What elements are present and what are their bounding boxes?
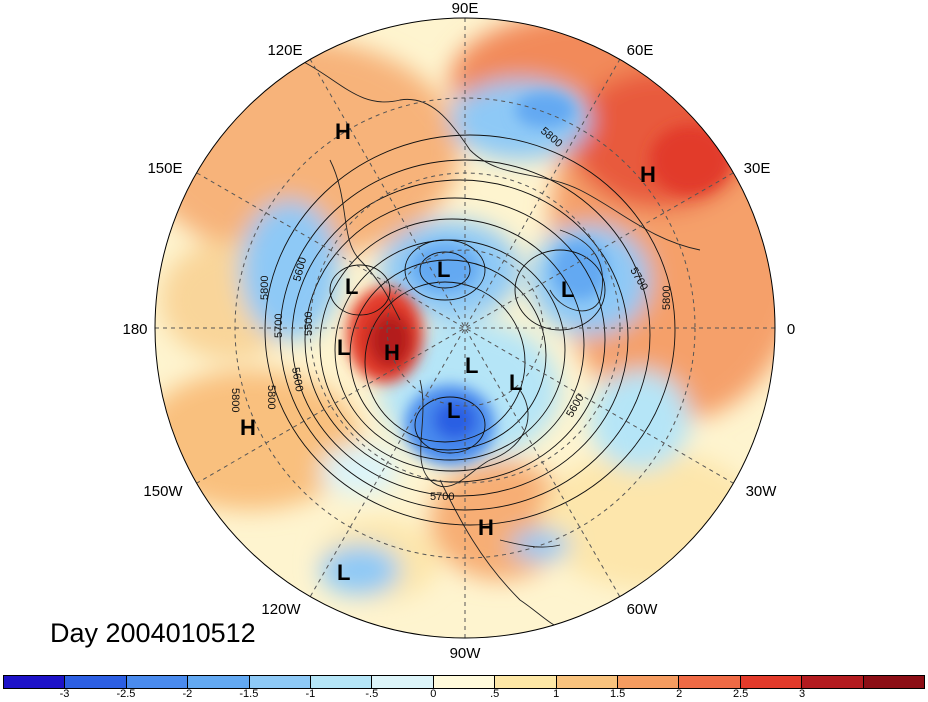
contour-label: 5800 xyxy=(661,286,673,310)
lon-label-90w: 90W xyxy=(450,645,482,662)
lon-label-150w: 150W xyxy=(143,483,183,500)
colorbar-tick-label: -1 xyxy=(305,688,316,700)
colorbar-swatch xyxy=(188,676,250,688)
graticule xyxy=(155,18,775,638)
high-marker: H xyxy=(335,119,351,144)
pressure-centers: H H L L L L H L L L H H L xyxy=(240,119,656,585)
colorbar-tick-label: 1.5 xyxy=(610,688,626,700)
low-marker: L xyxy=(337,335,350,360)
colorbar-swatch xyxy=(495,676,557,688)
lon-label-30e: 30E xyxy=(744,160,771,177)
high-marker: H xyxy=(478,515,494,540)
lon-label-60w: 60W xyxy=(627,601,659,618)
colorbar-tick-label: 2 xyxy=(676,688,683,700)
low-marker: L xyxy=(437,257,450,282)
colorbar-tick-label: -2.5 xyxy=(116,688,136,700)
colorbar-tick-label: -2 xyxy=(182,688,193,700)
lon-label-120w: 120W xyxy=(261,601,301,618)
colorbar-tick-label: 3 xyxy=(799,688,806,700)
contour-label: 5800 xyxy=(265,385,277,409)
colorbar-tick-label: 2.5 xyxy=(732,688,749,700)
colorbar-tick-label: .5 xyxy=(490,688,500,700)
lon-label-0: 0 xyxy=(787,321,795,338)
lon-label-60e: 60E xyxy=(627,42,654,59)
colorbar-swatch xyxy=(556,676,619,688)
colorbar-swatch xyxy=(4,676,66,688)
colorbar-swatch xyxy=(679,676,741,688)
colorbar-swatch xyxy=(433,676,496,688)
low-marker: L xyxy=(465,353,478,378)
contour-label: 5800 xyxy=(259,276,271,300)
high-marker: H xyxy=(384,340,400,365)
colorbar-tick-label: 1 xyxy=(553,688,560,700)
contour-label: 5700 xyxy=(430,491,454,503)
colorbar-tick-label: -1.5 xyxy=(239,688,259,700)
colorbar-swatch xyxy=(311,676,373,688)
colorbar xyxy=(3,675,925,689)
colorbar-swatch xyxy=(618,676,680,688)
lon-label-30w: 30W xyxy=(746,483,778,500)
high-marker: H xyxy=(640,162,656,187)
colorbar-labels: -3 -2.5 -2 -1.5 -1 -.5 0 .5 1 1.5 2 2.5 3 xyxy=(0,688,928,702)
high-marker: H xyxy=(240,415,256,440)
lon-label-180: 180 xyxy=(122,321,147,338)
lon-label-90e: 90E xyxy=(452,0,479,17)
colorbar-tick-label: -.5 xyxy=(365,688,379,700)
map-title: Day 2004010512 xyxy=(50,618,256,648)
low-marker: L xyxy=(447,398,460,423)
colorbar-swatch xyxy=(126,676,189,688)
contour-label: 5800 xyxy=(229,388,241,412)
contour-label: 5700 xyxy=(273,314,285,338)
lon-label-120e: 120E xyxy=(267,42,302,59)
colorbar-swatch xyxy=(740,676,803,688)
contour-label: 5600 xyxy=(289,366,305,392)
colorbar-tick-label: 0 xyxy=(430,688,437,700)
colorbar-swatch xyxy=(65,676,127,688)
colorbar-swatch xyxy=(863,676,925,688)
contour-label: 5500 xyxy=(303,312,315,336)
low-marker: L xyxy=(337,560,350,585)
map-boundary xyxy=(154,17,776,639)
low-marker: L xyxy=(561,277,574,302)
longitude-labels: 90E 120E 60E 150E 30E 180 0 150W 30W 120… xyxy=(122,0,795,662)
low-marker: L xyxy=(509,370,522,395)
colorbar-swatch xyxy=(802,676,864,688)
colorbar-swatch xyxy=(249,676,312,688)
low-marker: L xyxy=(345,274,358,299)
colorbar-tick-label: -3 xyxy=(59,688,70,700)
lon-label-150e: 150E xyxy=(147,160,182,177)
height-contours xyxy=(264,134,676,526)
colorbar-swatch xyxy=(372,676,434,688)
